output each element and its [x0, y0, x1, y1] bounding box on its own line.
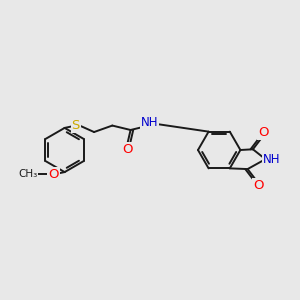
Text: O: O [253, 179, 263, 192]
Text: CH₃: CH₃ [18, 169, 38, 179]
Text: NH: NH [141, 116, 158, 129]
Text: NH: NH [263, 153, 281, 166]
Text: O: O [48, 168, 59, 181]
Text: S: S [72, 119, 80, 132]
Text: O: O [258, 126, 269, 139]
Text: O: O [122, 143, 132, 156]
